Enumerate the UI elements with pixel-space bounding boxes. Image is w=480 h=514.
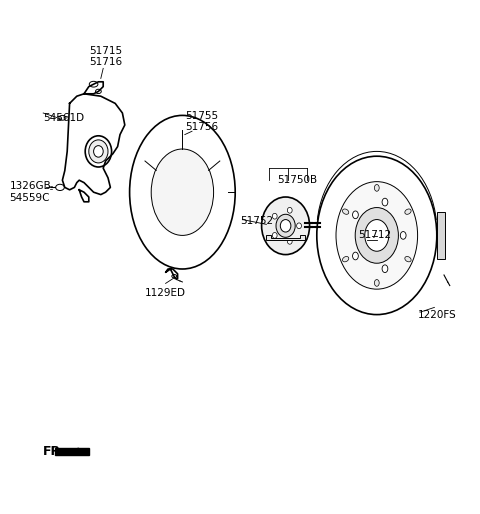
Ellipse shape [353, 211, 359, 218]
Ellipse shape [262, 197, 310, 254]
Ellipse shape [89, 81, 98, 87]
Ellipse shape [56, 185, 64, 191]
Ellipse shape [272, 213, 277, 219]
Ellipse shape [172, 274, 177, 278]
Ellipse shape [355, 208, 398, 263]
Ellipse shape [151, 149, 214, 235]
Ellipse shape [288, 238, 292, 244]
Text: FR.: FR. [43, 445, 66, 458]
Polygon shape [55, 448, 89, 455]
Text: 54561D: 54561D [43, 113, 84, 123]
Text: 51752: 51752 [240, 216, 273, 226]
Ellipse shape [353, 252, 359, 260]
Text: 1326GB
54559C: 1326GB 54559C [10, 181, 51, 203]
Polygon shape [437, 212, 445, 259]
Ellipse shape [94, 145, 103, 157]
Ellipse shape [96, 89, 101, 94]
Text: 1220FS: 1220FS [418, 309, 456, 320]
Polygon shape [266, 235, 305, 240]
Ellipse shape [374, 185, 379, 191]
Ellipse shape [317, 156, 437, 315]
Ellipse shape [342, 256, 349, 262]
Ellipse shape [342, 209, 349, 214]
Ellipse shape [365, 219, 389, 251]
Text: 51712: 51712 [358, 230, 391, 240]
Ellipse shape [130, 116, 235, 269]
Ellipse shape [276, 214, 295, 237]
Ellipse shape [382, 198, 388, 206]
Ellipse shape [272, 232, 277, 238]
Ellipse shape [288, 207, 292, 213]
Ellipse shape [382, 265, 388, 272]
Ellipse shape [89, 140, 108, 163]
Ellipse shape [405, 209, 411, 214]
Ellipse shape [59, 116, 66, 120]
Ellipse shape [405, 256, 411, 262]
Ellipse shape [85, 136, 111, 167]
Ellipse shape [280, 219, 291, 232]
Text: 51755
51756: 51755 51756 [185, 111, 218, 132]
Text: 51750B: 51750B [277, 175, 318, 185]
Ellipse shape [297, 223, 301, 229]
Ellipse shape [400, 232, 406, 239]
Text: 51715
51716: 51715 51716 [89, 46, 122, 67]
Ellipse shape [336, 181, 418, 289]
Text: 1129ED: 1129ED [145, 288, 186, 298]
Ellipse shape [374, 280, 379, 286]
